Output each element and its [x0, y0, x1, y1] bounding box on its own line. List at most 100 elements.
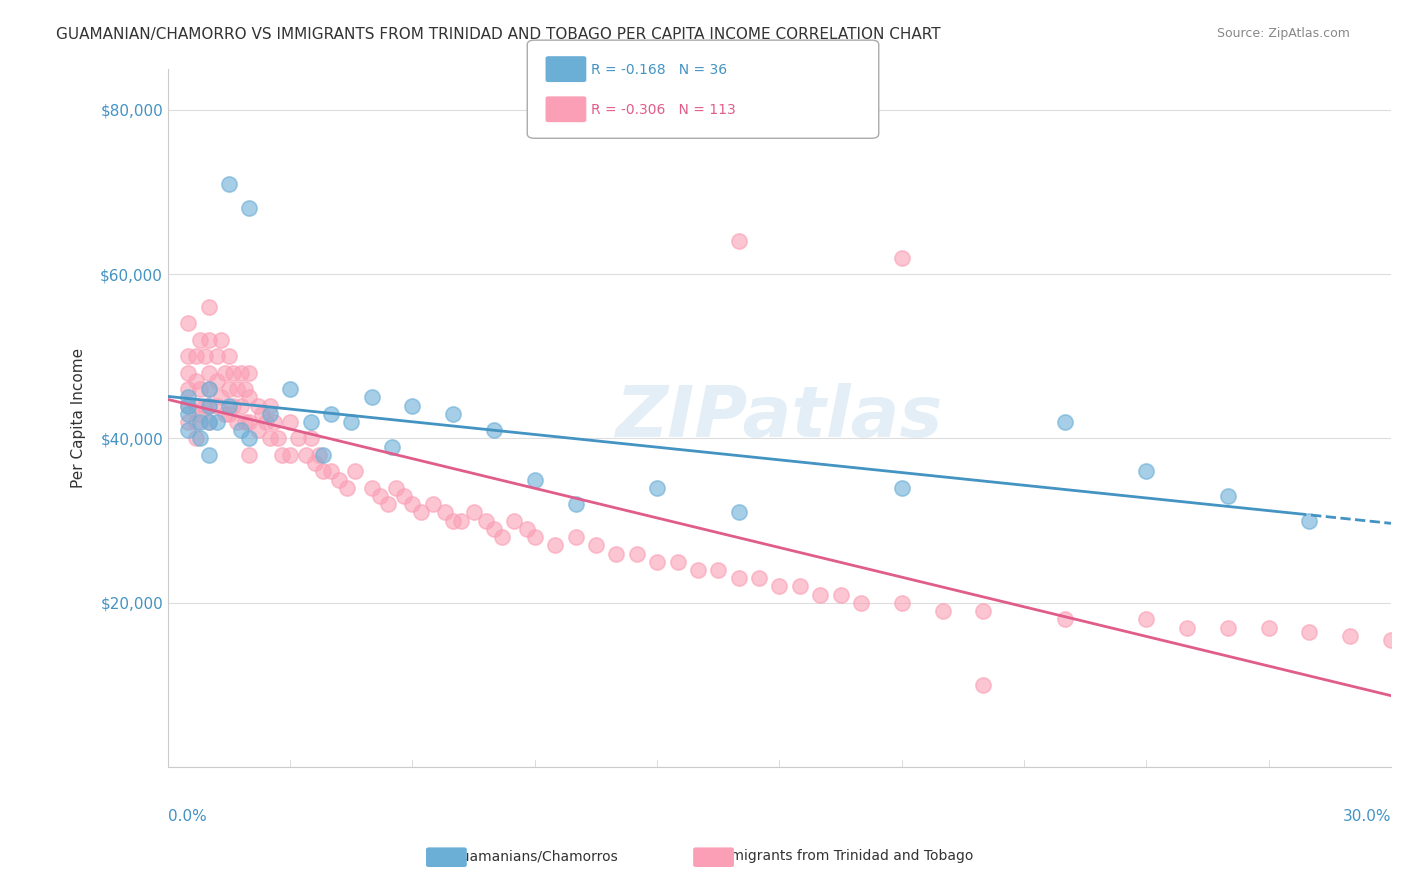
Point	[340, 415, 363, 429]
Point	[218, 407, 240, 421]
Point	[190, 333, 212, 347]
Point	[491, 530, 513, 544]
Point	[299, 432, 322, 446]
Point	[233, 415, 256, 429]
Point	[226, 415, 249, 429]
Point	[605, 547, 627, 561]
Point	[238, 366, 260, 380]
Point	[197, 300, 219, 314]
Point	[278, 382, 301, 396]
Point	[231, 366, 253, 380]
Point	[626, 547, 648, 561]
Text: ZIPatlas: ZIPatlas	[616, 384, 943, 452]
Point	[177, 399, 200, 413]
Point	[727, 571, 749, 585]
Point	[177, 415, 200, 429]
Point	[254, 415, 277, 429]
Point	[267, 432, 290, 446]
Point	[218, 177, 240, 191]
Point	[503, 514, 526, 528]
Point	[1175, 620, 1198, 634]
Point	[666, 555, 689, 569]
Point	[931, 604, 953, 618]
Point	[1216, 489, 1239, 503]
Point	[209, 333, 232, 347]
Point	[233, 382, 256, 396]
Point	[287, 432, 309, 446]
Text: Immigrants from Trinidad and Tobago: Immigrants from Trinidad and Tobago	[713, 849, 974, 863]
Point	[394, 489, 416, 503]
Point	[336, 481, 359, 495]
Point	[1298, 624, 1320, 639]
Point	[1379, 632, 1402, 647]
Point	[177, 382, 200, 396]
Point	[475, 514, 498, 528]
Point	[238, 415, 260, 429]
Point	[360, 390, 382, 404]
Point	[972, 678, 994, 692]
Point	[401, 399, 423, 413]
Point	[409, 505, 432, 519]
Point	[205, 415, 228, 429]
Point	[1298, 514, 1320, 528]
Point	[231, 399, 253, 413]
Point	[849, 596, 872, 610]
Point	[278, 448, 301, 462]
Point	[214, 407, 236, 421]
Point	[564, 530, 586, 544]
Point	[246, 399, 269, 413]
Point	[197, 399, 219, 413]
Point	[259, 407, 281, 421]
Point	[645, 555, 668, 569]
Point	[238, 390, 260, 404]
Point	[197, 382, 219, 396]
Point	[177, 349, 200, 363]
Y-axis label: Per Capita Income: Per Capita Income	[72, 348, 86, 488]
Point	[890, 251, 912, 265]
Point	[209, 390, 232, 404]
Point	[186, 432, 208, 446]
Point	[441, 514, 464, 528]
Point	[401, 497, 423, 511]
Point	[193, 399, 215, 413]
Point	[523, 473, 546, 487]
Point	[768, 579, 790, 593]
Point	[193, 349, 215, 363]
Point	[1257, 620, 1279, 634]
Point	[197, 399, 219, 413]
Point	[482, 423, 505, 437]
Point	[259, 399, 281, 413]
Point	[890, 481, 912, 495]
Point	[197, 415, 219, 429]
Point	[226, 382, 249, 396]
Point	[205, 349, 228, 363]
Point	[808, 588, 831, 602]
Point	[186, 399, 208, 413]
Point	[214, 366, 236, 380]
Point	[319, 407, 342, 421]
Point	[523, 530, 546, 544]
Point	[238, 201, 260, 215]
Point	[304, 456, 326, 470]
Point	[186, 349, 208, 363]
Point	[259, 432, 281, 446]
Point	[1135, 464, 1157, 478]
Point	[434, 505, 457, 519]
Point	[516, 522, 538, 536]
Point	[177, 407, 200, 421]
Point	[218, 382, 240, 396]
Point	[218, 349, 240, 363]
Point	[186, 415, 208, 429]
Point	[246, 423, 269, 437]
Point	[238, 448, 260, 462]
Point	[707, 563, 730, 577]
Point	[190, 432, 212, 446]
Point	[231, 423, 253, 437]
Point	[727, 234, 749, 248]
Text: Source: ZipAtlas.com: Source: ZipAtlas.com	[1216, 27, 1350, 40]
Text: R = -0.168   N = 36: R = -0.168 N = 36	[591, 62, 727, 77]
Point	[312, 448, 335, 462]
Point	[585, 538, 607, 552]
Point	[463, 505, 485, 519]
Point	[308, 448, 330, 462]
